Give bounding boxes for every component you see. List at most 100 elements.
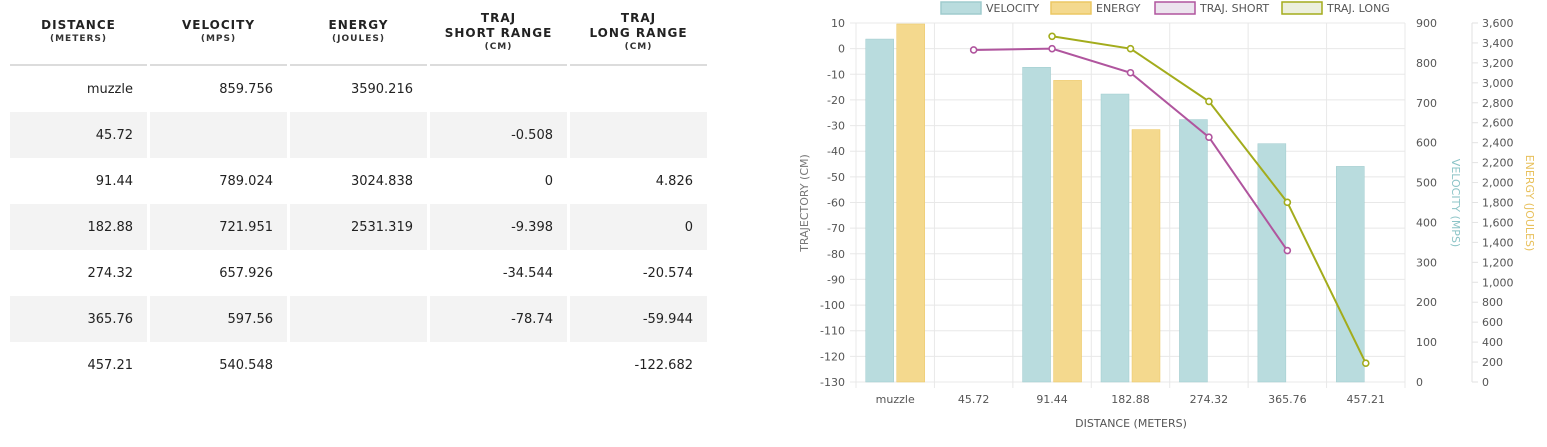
traj-long-line: [1051, 35, 1367, 364]
table-cell: [290, 296, 427, 342]
table-cell: 657.926: [219, 265, 273, 281]
table-row: 365.76 597.56 -78.74 -59.944: [10, 296, 707, 342]
column-title: DISTANCE: [41, 18, 116, 32]
legend-label: ENERGY: [1096, 2, 1141, 15]
energy-tick-label: 3,000: [1482, 77, 1514, 90]
legend-label: VELOCITY: [986, 2, 1040, 15]
trajectory-tick-label: -100: [820, 299, 845, 312]
legend-swatch: [1050, 1, 1092, 15]
energy-tick-label: 2,000: [1482, 177, 1514, 190]
velocity-tick-label: 400: [1416, 216, 1437, 229]
table-cell: -20.574: [642, 265, 693, 281]
table-cell: 365.76: [10, 296, 147, 342]
column-unit: (CM): [624, 41, 653, 52]
energy-tick-label: 3,200: [1482, 57, 1514, 70]
table-cell: -0.508: [430, 112, 567, 158]
table-cell: 0: [570, 204, 707, 250]
velocity-tick-label: 0: [1416, 376, 1423, 389]
column-unit: (METERS): [49, 34, 108, 44]
table-row: 274.32 657.926 -34.544 -20.574: [10, 250, 707, 296]
category-tick-label: 457.21: [1347, 393, 1386, 406]
traj-short-point: [1205, 133, 1213, 142]
traj-short-line: [973, 47, 1289, 252]
trajectory-axis-label: TRAJECTORY (CM): [798, 154, 811, 253]
table-row: muzzle 859.756 3590.216: [10, 66, 707, 112]
traj-short-point: [1126, 68, 1135, 77]
column-header-1: VELOCITY (MPS): [150, 0, 287, 66]
ballistics-table: DISTANCE (METERS) VELOCITY (MPS) ENERGY (JOUL…: [7, 0, 710, 388]
table-cell: 457.21: [87, 357, 134, 373]
category-tick-label: 274.32: [1190, 393, 1229, 406]
trajectory-tick-label: -70: [827, 222, 845, 235]
table-cell: -59.944: [570, 296, 707, 342]
table-cell: 597.56: [150, 296, 287, 342]
energy-bar: [896, 23, 925, 383]
legend-swatch: [1281, 1, 1323, 15]
energy-tick-label: 2,400: [1482, 137, 1514, 150]
table-cell: 0: [544, 173, 553, 189]
legend-swatch: [1154, 1, 1196, 15]
table-cell: 859.756: [219, 81, 273, 97]
energy-tick-label: 3,400: [1482, 37, 1514, 50]
energy-tick-label: 800: [1482, 296, 1503, 309]
table-cell: 3590.216: [350, 81, 413, 97]
column-header-0: DISTANCE (METERS): [10, 0, 147, 66]
table-cell: 3024.838: [350, 173, 413, 189]
energy-bar: [1131, 129, 1161, 383]
energy-axis-label: ENERGY (JOULES): [1523, 155, 1536, 252]
trajectory-tick-label: -40: [827, 145, 845, 158]
energy-tick-label: 1,200: [1482, 256, 1514, 269]
velocity-bar: [1336, 166, 1365, 383]
table-cell: 721.951: [150, 204, 287, 250]
velocity-bar: [1022, 67, 1051, 383]
table-row: 45.72 -0.508: [10, 112, 707, 158]
trajectory-tick-label: 10: [831, 17, 845, 30]
legend-label: TRAJ. SHORT: [1199, 2, 1269, 15]
velocity-tick-label: 100: [1416, 336, 1437, 349]
trajectory-tick-label: -130: [820, 376, 845, 389]
column-title: ENERGY: [328, 18, 389, 32]
velocity-bar: [865, 38, 894, 383]
traj-short-point: [1048, 44, 1056, 53]
table-head: DISTANCE (METERS) VELOCITY (MPS) ENERGY (JOUL…: [10, 0, 707, 66]
trajectory-tick-label: -110: [820, 325, 845, 338]
traj-long-point: [1283, 198, 1292, 207]
traj-short-point: [969, 46, 978, 54]
trajectory-tick-label: -10: [827, 68, 845, 81]
velocity-tick-label: 600: [1416, 137, 1437, 150]
table-cell: -122.682: [634, 357, 693, 373]
traj-long-point: [1205, 97, 1213, 106]
table-row: 91.44 789.024 3024.838 0 4.826: [10, 158, 707, 204]
energy-tick-label: 400: [1482, 336, 1503, 349]
energy-tick-label: 2,800: [1482, 97, 1514, 110]
trajectory-tick-label: 0: [838, 43, 845, 56]
category-tick-label: 365.76: [1268, 393, 1307, 406]
table-cell: [150, 112, 287, 158]
column-title: LONG RANGE: [589, 25, 688, 40]
velocity-tick-label: 200: [1416, 296, 1437, 309]
x-axis-label: DISTANCE (METERS): [1075, 417, 1187, 430]
energy-tick-label: 600: [1482, 316, 1503, 329]
table-cell: -78.74: [430, 296, 567, 342]
trajectory-tick-label: -90: [827, 273, 845, 286]
category-tick-label: muzzle: [876, 393, 915, 406]
energy-tick-label: 1,600: [1482, 216, 1514, 229]
table-cell: 2531.319: [290, 204, 427, 250]
velocity-tick-label: 800: [1416, 57, 1437, 70]
energy-tick-label: 1,400: [1482, 236, 1514, 249]
energy-tick-label: 200: [1482, 356, 1503, 369]
energy-tick-label: 0: [1482, 376, 1489, 389]
table-cell: 182.88: [10, 204, 147, 250]
column-header-2: ENERGY (JOULES): [290, 0, 427, 66]
velocity-axis-label: VELOCITY (MPS): [1449, 159, 1462, 247]
table-cell: 4.826: [655, 173, 693, 189]
trajectory-tick-label: -20: [827, 94, 845, 107]
table-cell: -9.398: [430, 204, 567, 250]
column-title: TRAJ: [620, 10, 657, 25]
category-tick-label: 45.72: [958, 393, 990, 406]
table-cell: 274.32: [87, 265, 134, 281]
energy-tick-label: 3,600: [1482, 17, 1514, 30]
velocity-bar: [1179, 119, 1208, 383]
trajectory-tick-label: -30: [827, 120, 845, 133]
